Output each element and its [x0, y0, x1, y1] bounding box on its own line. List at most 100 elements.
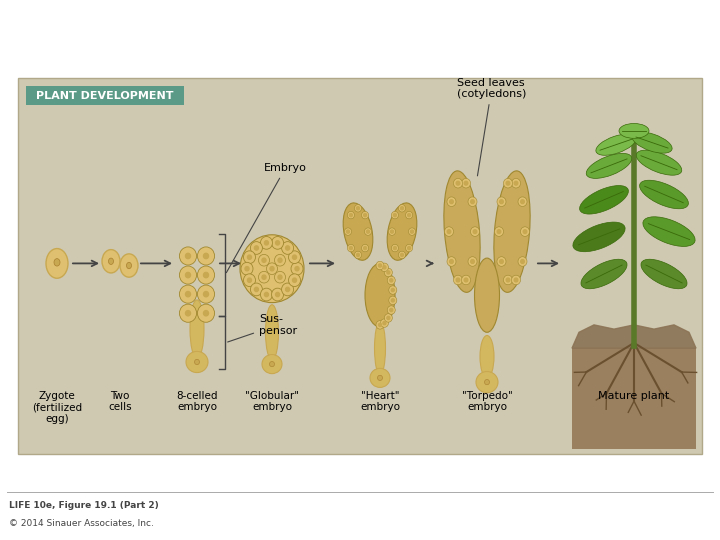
Circle shape	[286, 287, 289, 292]
Circle shape	[387, 316, 390, 320]
Ellipse shape	[243, 251, 256, 264]
Ellipse shape	[261, 288, 272, 301]
Ellipse shape	[384, 268, 392, 276]
Ellipse shape	[503, 178, 513, 188]
Circle shape	[408, 213, 410, 217]
Ellipse shape	[573, 222, 625, 252]
Ellipse shape	[398, 205, 405, 212]
Ellipse shape	[405, 211, 413, 219]
Ellipse shape	[503, 275, 513, 285]
Circle shape	[270, 267, 274, 271]
Ellipse shape	[387, 203, 417, 260]
Circle shape	[204, 310, 209, 316]
Circle shape	[186, 310, 191, 316]
Circle shape	[278, 258, 282, 262]
Ellipse shape	[596, 134, 636, 156]
Ellipse shape	[518, 197, 527, 206]
Ellipse shape	[380, 263, 389, 272]
Ellipse shape	[348, 211, 354, 219]
Circle shape	[450, 200, 454, 204]
FancyBboxPatch shape	[18, 78, 702, 454]
Circle shape	[521, 260, 524, 264]
Ellipse shape	[102, 249, 120, 273]
Ellipse shape	[258, 254, 269, 266]
Ellipse shape	[344, 228, 351, 235]
Circle shape	[186, 292, 191, 297]
Text: PLANT DEVELOPMENT: PLANT DEVELOPMENT	[36, 91, 174, 101]
Ellipse shape	[251, 283, 262, 296]
Ellipse shape	[241, 262, 253, 275]
Circle shape	[349, 246, 352, 249]
Ellipse shape	[271, 237, 284, 249]
Circle shape	[464, 181, 468, 185]
Text: LIFE 10e, Figure 19.1 (Part 2): LIFE 10e, Figure 19.1 (Part 2)	[9, 501, 158, 510]
Circle shape	[400, 253, 403, 256]
Circle shape	[393, 213, 397, 217]
Circle shape	[383, 266, 386, 269]
Ellipse shape	[109, 258, 114, 265]
Ellipse shape	[389, 296, 397, 305]
Ellipse shape	[54, 259, 60, 266]
Ellipse shape	[197, 304, 215, 322]
Circle shape	[456, 278, 460, 282]
Circle shape	[245, 267, 249, 271]
Circle shape	[391, 288, 395, 292]
Ellipse shape	[370, 368, 390, 387]
Ellipse shape	[387, 276, 395, 285]
Text: Seed leaves
(cotyledons): Seed leaves (cotyledons)	[457, 78, 526, 176]
Ellipse shape	[580, 186, 629, 214]
Circle shape	[390, 308, 392, 312]
Circle shape	[204, 292, 209, 297]
Text: Zygote
(fertilized
egg): Zygote (fertilized egg)	[32, 390, 82, 424]
Ellipse shape	[262, 355, 282, 374]
Circle shape	[450, 260, 454, 264]
Text: © 2014 Sinauer Associates, Inc.: © 2014 Sinauer Associates, Inc.	[9, 519, 153, 529]
Ellipse shape	[408, 228, 415, 235]
Ellipse shape	[266, 305, 279, 360]
Text: Figure 19.1  From Fertilized Egg to Adult (Part 2): Figure 19.1 From Fertilized Egg to Adult…	[6, 6, 357, 22]
Ellipse shape	[127, 262, 132, 269]
Circle shape	[264, 293, 269, 296]
Ellipse shape	[454, 275, 462, 285]
Ellipse shape	[291, 262, 303, 275]
Ellipse shape	[354, 251, 361, 259]
Ellipse shape	[380, 319, 389, 327]
Ellipse shape	[480, 335, 494, 378]
Circle shape	[506, 181, 510, 185]
Ellipse shape	[365, 264, 395, 327]
Ellipse shape	[343, 203, 373, 260]
Circle shape	[366, 230, 369, 233]
Circle shape	[346, 230, 349, 233]
Circle shape	[240, 235, 304, 302]
Circle shape	[364, 246, 366, 249]
Circle shape	[390, 230, 394, 233]
Ellipse shape	[197, 266, 215, 284]
Ellipse shape	[392, 245, 398, 252]
Text: Sus-
pensor: Sus- pensor	[228, 314, 297, 342]
Ellipse shape	[497, 197, 506, 206]
Circle shape	[393, 246, 397, 249]
Ellipse shape	[641, 259, 687, 289]
Ellipse shape	[289, 274, 300, 287]
Ellipse shape	[179, 285, 197, 303]
Circle shape	[447, 230, 451, 233]
Circle shape	[356, 253, 359, 256]
Circle shape	[500, 260, 503, 264]
Ellipse shape	[361, 245, 369, 252]
Ellipse shape	[636, 150, 682, 175]
Ellipse shape	[476, 372, 498, 393]
Ellipse shape	[364, 228, 372, 235]
Ellipse shape	[444, 171, 480, 292]
Ellipse shape	[521, 227, 529, 237]
Ellipse shape	[495, 227, 503, 237]
Ellipse shape	[511, 178, 521, 188]
Ellipse shape	[179, 266, 197, 284]
Ellipse shape	[643, 217, 695, 246]
Ellipse shape	[462, 178, 470, 188]
Ellipse shape	[511, 275, 521, 285]
Ellipse shape	[266, 263, 277, 274]
Ellipse shape	[392, 211, 398, 219]
Circle shape	[292, 255, 297, 259]
Circle shape	[262, 258, 266, 262]
Ellipse shape	[377, 375, 382, 381]
